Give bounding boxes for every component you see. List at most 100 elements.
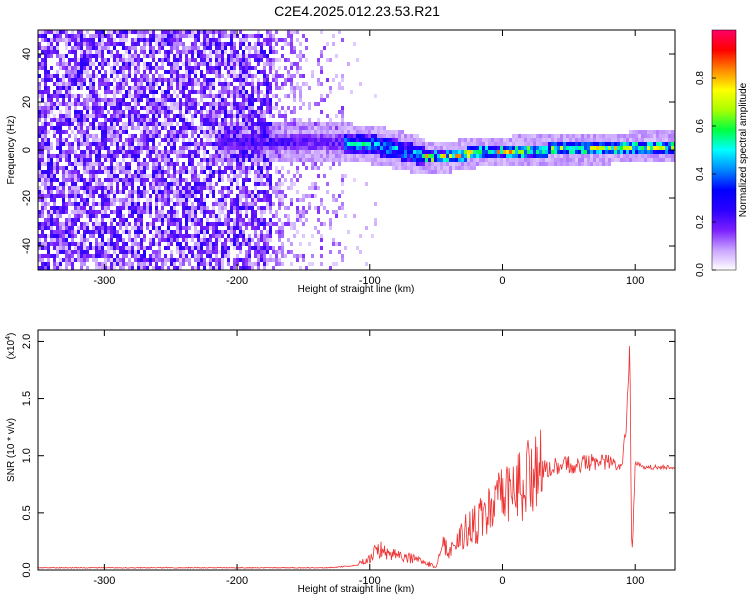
heatmap-cell [554, 138, 557, 142]
heatmap-cell [62, 198, 65, 202]
heatmap-cell [347, 126, 350, 130]
heatmap-cell [284, 146, 287, 150]
heatmap-cell [185, 102, 188, 106]
heatmap-cell [302, 122, 305, 126]
heatmap-cell [50, 78, 53, 82]
heatmap-cell [59, 146, 62, 150]
heatmap-cell [266, 138, 269, 142]
heatmap-cell [614, 150, 617, 154]
heatmap-cell [47, 114, 50, 118]
heatmap-cell [200, 258, 203, 262]
heatmap-cell [98, 102, 101, 106]
heatmap-cell [110, 174, 113, 178]
heatmap-cell [167, 210, 170, 214]
heatmap-cell [248, 218, 251, 222]
heatmap-cell [149, 154, 152, 158]
heatmap-cell [47, 130, 50, 134]
heatmap-cell [308, 194, 311, 198]
heatmap-cell [152, 238, 155, 242]
heatmap-cell [398, 134, 401, 138]
heatmap-cell [329, 126, 332, 130]
heatmap-cell [392, 154, 395, 158]
heatmap-cell [95, 246, 98, 250]
heatmap-cell [197, 46, 200, 50]
heatmap-cell [164, 150, 167, 154]
heatmap-cell [248, 46, 251, 50]
heatmap-cell [194, 110, 197, 114]
heatmap-cell [65, 174, 68, 178]
heatmap-cell [203, 106, 206, 110]
heatmap-cell [266, 82, 269, 86]
heatmap-cell [83, 170, 86, 174]
heatmap-cell [176, 194, 179, 198]
heatmap-cell [251, 54, 254, 58]
heatmap-cell [125, 182, 128, 186]
heatmap-cell [206, 110, 209, 114]
heatmap-cell [224, 254, 227, 258]
heatmap-cell [254, 158, 257, 162]
heatmap-cell [239, 146, 242, 150]
heatmap-cell [230, 218, 233, 222]
heatmap-cell [206, 222, 209, 226]
heatmap-cell [215, 218, 218, 222]
heatmap-cell [158, 34, 161, 38]
heatmap-cell [113, 234, 116, 238]
heatmap-cell [578, 158, 581, 162]
heatmap-cell [158, 254, 161, 258]
heatmap-cell [194, 230, 197, 234]
heatmap-cell [215, 102, 218, 106]
heatmap-cell [188, 34, 191, 38]
heatmap-cell [104, 122, 107, 126]
heatmap-cell [248, 134, 251, 138]
heatmap-cell [200, 250, 203, 254]
heatmap-cell [236, 146, 239, 150]
heatmap-cell [578, 146, 581, 150]
heatmap-cell [401, 154, 404, 158]
heatmap-cell [242, 122, 245, 126]
heatmap-cell [548, 134, 551, 138]
heatmap-cell [614, 138, 617, 142]
heatmap-cell [239, 162, 242, 166]
heatmap-cell [296, 30, 299, 34]
heatmap-cell [266, 202, 269, 206]
heatmap-cell [86, 146, 89, 150]
heatmap-cell [212, 34, 215, 38]
heatmap-cell [293, 254, 296, 258]
heatmap-cell [161, 34, 164, 38]
heatmap-cell [338, 138, 341, 142]
heatmap-cell [569, 138, 572, 142]
heatmap-cell [206, 58, 209, 62]
heatmap-cell [47, 182, 50, 186]
heatmap-cell [74, 102, 77, 106]
heatmap-cell [59, 82, 62, 86]
heatmap-cell [239, 122, 242, 126]
heatmap-cell [506, 138, 509, 142]
heatmap-cell [254, 154, 257, 158]
heatmap-cell [272, 46, 275, 50]
heatmap-cell [527, 146, 530, 150]
heatmap-cell [281, 142, 284, 146]
heatmap-cell [134, 202, 137, 206]
heatmap-cell [557, 138, 560, 142]
heatmap-cell [47, 186, 50, 190]
heatmap-cell [281, 246, 284, 250]
heatmap-cell [194, 42, 197, 46]
heatmap-cell [212, 170, 215, 174]
heatmap-cell [47, 222, 50, 226]
heatmap-cell [266, 78, 269, 82]
heatmap-cell [194, 106, 197, 110]
heatmap-cell [89, 158, 92, 162]
heatmap-cell [239, 234, 242, 238]
heatmap-cell [323, 222, 326, 226]
heatmap-cell [119, 222, 122, 226]
heatmap-cell [125, 230, 128, 234]
heatmap-cell [284, 150, 287, 154]
heatmap-cell [425, 166, 428, 170]
heatmap-cell [209, 110, 212, 114]
heatmap-cell [71, 34, 74, 38]
heatmap-cell [239, 242, 242, 246]
heatmap-cell [293, 62, 296, 66]
heatmap-cell [587, 146, 590, 150]
heatmap-cell [326, 142, 329, 146]
heatmap-cell [524, 150, 527, 154]
